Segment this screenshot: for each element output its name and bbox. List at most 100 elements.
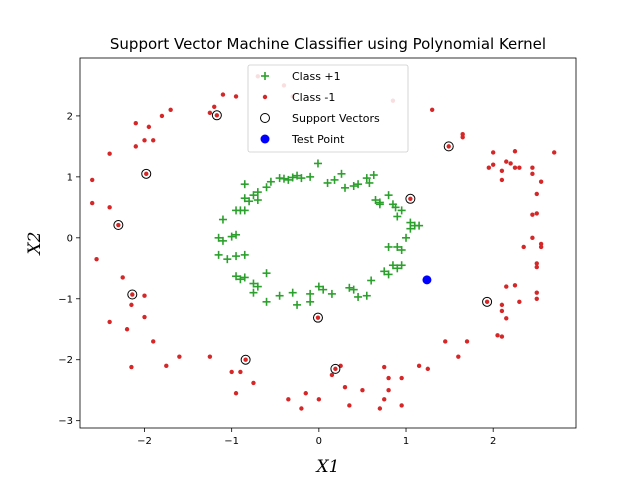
class-pos-point <box>249 279 258 288</box>
class-pos-point <box>384 242 393 251</box>
x-tick-label: −1 <box>224 436 239 447</box>
class-neg-point <box>460 131 465 137</box>
test-point <box>422 275 432 285</box>
class-neg-point <box>94 256 99 262</box>
class-pos-point <box>397 261 406 270</box>
axis-ticks: −2 −1 0 1 2 −3 −2 −1 0 1 2 <box>58 111 496 447</box>
class-neg-point <box>521 244 526 250</box>
class-pos-point <box>232 252 241 261</box>
class-pos-point <box>227 232 236 241</box>
class-pos-point <box>240 250 249 259</box>
class-pos-point <box>380 267 389 276</box>
class-neg-point <box>490 162 496 167</box>
class-neg-point <box>90 177 95 183</box>
class-pos-point <box>306 297 315 306</box>
class-pos-point <box>253 196 262 205</box>
legend: Class +1 Class -1 Support Vectors Test P… <box>247 64 409 153</box>
class-pos-point <box>397 246 406 255</box>
y-tick-label: 2 <box>67 111 73 122</box>
class-pos-point <box>354 292 363 301</box>
class-pos-point <box>240 194 249 203</box>
class-neg-point <box>530 235 535 241</box>
class-pos-point <box>319 285 328 294</box>
class-neg-point <box>530 165 535 170</box>
class-neg-point <box>504 316 509 321</box>
class-neg-point <box>286 397 291 402</box>
class-pos-point <box>293 300 302 309</box>
x-axis-label: X1 <box>315 457 340 477</box>
class-neg-point <box>382 397 387 402</box>
class-pos-point <box>262 297 271 306</box>
class-pos-point <box>384 191 393 200</box>
class-pos-point <box>218 215 227 224</box>
class-pos-point <box>293 171 302 180</box>
class-neg-point <box>377 406 383 411</box>
class-neg-point <box>146 124 152 130</box>
support-vector-point <box>443 141 454 152</box>
class-neg-point <box>534 296 539 301</box>
class-neg-point <box>360 388 365 393</box>
class-neg-point <box>512 165 518 170</box>
class-neg-point <box>464 339 470 344</box>
class-neg-point <box>534 290 539 295</box>
class-neg-point <box>107 151 112 156</box>
class-neg-point <box>90 200 95 206</box>
class-pos-point <box>337 169 346 178</box>
class-neg-point <box>133 144 138 149</box>
class-pos-point <box>340 183 349 192</box>
class-neg-point <box>129 364 134 370</box>
class-neg-point <box>142 314 147 320</box>
class-neg-point <box>490 150 496 155</box>
class-neg-point <box>142 138 147 143</box>
support-vector-point <box>405 193 416 204</box>
class-pos-point <box>345 283 354 292</box>
class-pos-point <box>306 289 315 298</box>
y-axis-label: X2 <box>25 232 45 257</box>
y-tick-label: 1 <box>67 172 73 183</box>
class-neg-point <box>386 375 391 381</box>
class-pos-point <box>240 273 249 282</box>
class-pos-point <box>214 233 223 242</box>
class-pos-point <box>218 236 227 245</box>
support-vector-point <box>482 296 493 307</box>
class-neg-point <box>429 107 435 113</box>
class-neg-point <box>238 369 243 375</box>
support-vector-point <box>211 110 222 121</box>
class-neg-point <box>499 302 505 308</box>
class-pos-point <box>367 276 376 285</box>
support-vector-point <box>330 363 341 374</box>
class-neg-point <box>399 403 404 408</box>
class-neg-point <box>347 403 352 408</box>
class-neg-point <box>159 113 165 119</box>
class-neg-point <box>129 302 134 308</box>
class-neg-point <box>425 366 431 372</box>
class-pos-point <box>275 291 284 300</box>
support-vector-point <box>127 289 138 300</box>
support-vector-point <box>312 312 323 323</box>
class-neg-point <box>299 406 304 411</box>
class-neg-point <box>229 369 234 375</box>
support-vector-point <box>113 220 124 231</box>
class-pos-point <box>236 275 245 284</box>
class-neg-point <box>386 388 391 393</box>
class-pos-point <box>354 180 363 189</box>
class-neg-point <box>177 354 182 359</box>
class-neg-point <box>151 339 156 344</box>
class-pos-point <box>288 173 297 182</box>
class-pos-point <box>306 172 315 181</box>
class-pos-point <box>406 218 415 227</box>
class-pos-point <box>253 282 262 291</box>
support-vector-point <box>240 354 251 365</box>
class-pos-point <box>388 261 397 270</box>
class-neg-point <box>517 299 522 305</box>
class-pos-point <box>297 174 306 183</box>
legend-marker-class-neg <box>262 94 268 100</box>
class-pos-point <box>397 206 406 215</box>
legend-label-class-neg: Class -1 <box>292 91 335 104</box>
class-pos-point <box>249 191 258 200</box>
plot-frame <box>79 57 577 429</box>
class-pos-point <box>240 206 249 215</box>
class-neg-point <box>508 161 513 166</box>
class-pos-point <box>266 177 275 186</box>
class-neg-point <box>133 121 138 126</box>
